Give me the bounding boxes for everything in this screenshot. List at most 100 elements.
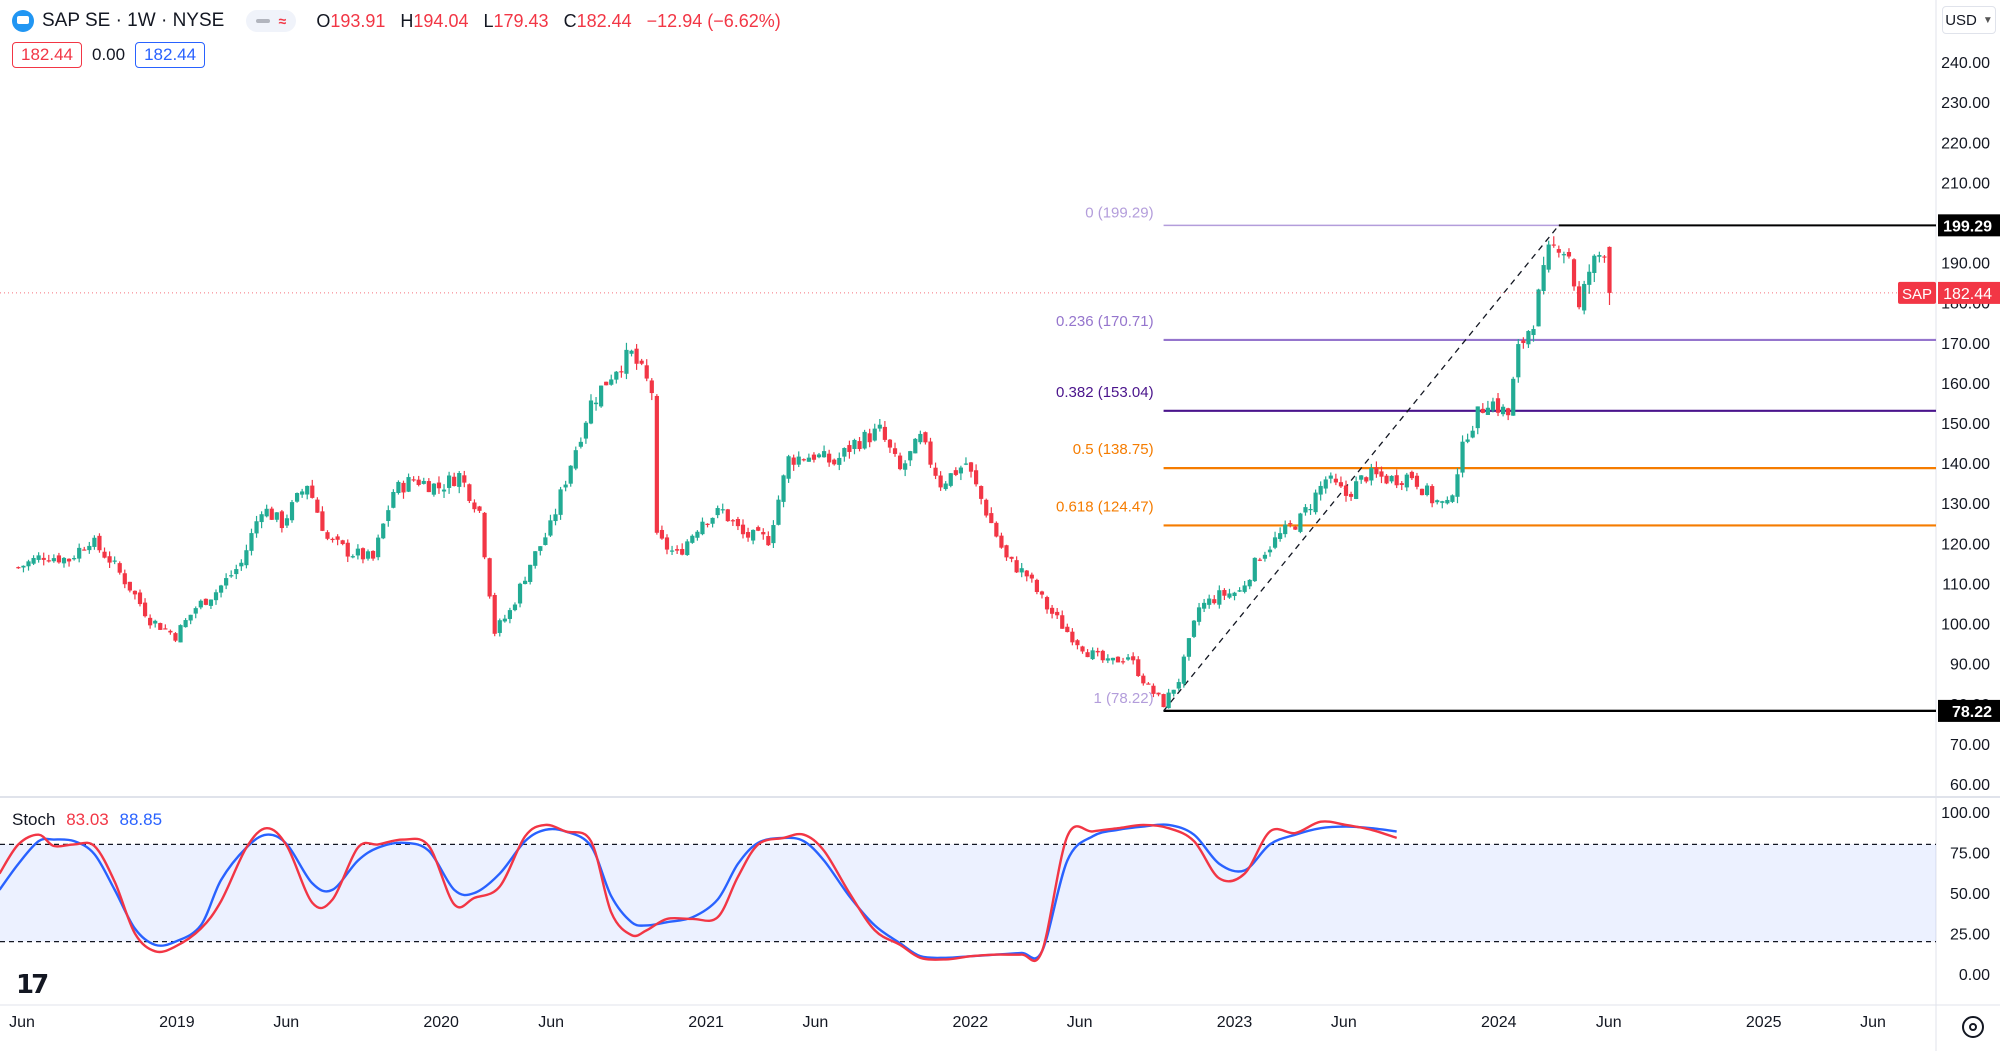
- candle-body: [745, 532, 751, 538]
- candle-body: [1394, 475, 1399, 486]
- candle-body: [1166, 692, 1171, 709]
- stoch-band-fill: [0, 844, 1936, 942]
- candle-body: [558, 489, 563, 515]
- candle-body: [122, 573, 127, 585]
- candle-body: [472, 502, 477, 510]
- candle-body: [563, 484, 568, 488]
- candle-body: [533, 551, 538, 566]
- candle-body: [224, 578, 229, 586]
- candle-body: [1419, 488, 1425, 496]
- symbol-title[interactable]: SAP SE · 1W · NYSE: [42, 10, 225, 31]
- price-tick-label: 130.00: [1941, 496, 1990, 513]
- stoch-tick-label: 75.00: [1950, 846, 1990, 863]
- price-tick-label: 120.00: [1941, 536, 1990, 553]
- low-value: 179.43: [493, 10, 549, 31]
- candle-body: [208, 599, 214, 606]
- time-tick-label: 2021: [688, 1014, 724, 1031]
- price-tick-label: 220.00: [1941, 135, 1990, 152]
- candle-body: [1546, 244, 1551, 270]
- candle-body: [1566, 252, 1572, 257]
- candle-body: [1318, 485, 1323, 495]
- candle-body: [948, 473, 953, 486]
- time-tick-label: Jun: [538, 1014, 564, 1031]
- candle-body: [715, 508, 720, 516]
- candle-body: [1470, 430, 1475, 438]
- candle-body: [1338, 482, 1344, 487]
- time-axis: Jun 2019 Jun 2020 Jun 2021 Jun 2022 Jun 2023 Jun 20…: [9, 1014, 1886, 1031]
- price-tick-label: 230.00: [1941, 95, 1990, 112]
- candle-body: [330, 538, 335, 541]
- candle-body: [391, 492, 396, 508]
- currency-select[interactable]: USD ▼: [1942, 6, 1996, 34]
- price-tick-label: 60.00: [1950, 777, 1990, 794]
- candle-body: [1445, 499, 1450, 504]
- candle-body: [897, 455, 903, 470]
- gear-icon[interactable]: [1962, 1016, 1984, 1038]
- candle-body: [1298, 513, 1303, 532]
- fib-level-label: 0.618 (124.47): [1056, 498, 1154, 515]
- candle-body: [979, 486, 984, 499]
- candle-body: [740, 524, 746, 535]
- candle-body: [229, 575, 234, 577]
- candle-body: [1506, 408, 1511, 416]
- candle-body: [213, 592, 219, 601]
- candle-body: [1511, 378, 1516, 416]
- candle-body: [1095, 650, 1100, 653]
- candle-body: [1080, 646, 1085, 652]
- candle-body: [588, 400, 594, 424]
- market-status-pill[interactable]: ≈: [246, 10, 297, 32]
- candle-body: [127, 581, 132, 591]
- candle-body: [862, 431, 867, 449]
- candle-body: [72, 558, 77, 560]
- candle-body: [132, 590, 138, 595]
- time-tick-label: 2019: [159, 1014, 195, 1031]
- candle-body: [872, 428, 877, 441]
- candle-body: [1359, 475, 1364, 480]
- candle-body: [583, 422, 589, 439]
- candle-body: [401, 482, 406, 493]
- candle-body: [163, 628, 168, 630]
- price-tick-label: 170.00: [1941, 336, 1990, 353]
- sell-button[interactable]: 182.44: [12, 42, 82, 68]
- fib-axis-badge: [1938, 699, 2000, 722]
- candle-body: [107, 556, 112, 563]
- close-label: C: [563, 10, 577, 31]
- candle-body: [1490, 401, 1496, 411]
- candle-body: [1343, 485, 1349, 496]
- candle-body: [153, 620, 158, 624]
- candle-body: [837, 457, 842, 465]
- candle-body: [102, 551, 107, 558]
- fib-level-label: 0.5 (138.75): [1073, 441, 1154, 458]
- last-price-badge: [1938, 281, 2000, 304]
- candle-body: [1024, 570, 1029, 577]
- candle-body: [173, 633, 178, 641]
- candle-body: [1414, 475, 1420, 487]
- tradingview-logo-icon[interactable]: 17: [16, 970, 49, 1000]
- candle-body: [1247, 579, 1252, 587]
- stoch-legend[interactable]: Stoch 83.03 88.85: [12, 810, 162, 830]
- candle-body: [1303, 507, 1308, 513]
- candle-body: [1607, 246, 1612, 293]
- candle-body: [614, 371, 619, 380]
- candle-body: [994, 522, 999, 537]
- candle-body: [284, 518, 290, 526]
- high-value: 194.04: [413, 10, 469, 31]
- candle-body: [1379, 471, 1384, 477]
- candle-body: [446, 475, 452, 488]
- candle-body: [882, 426, 887, 440]
- candle-body: [497, 620, 502, 633]
- price-tick-label: 100.00: [1941, 617, 1990, 634]
- candle-body: [218, 585, 224, 593]
- candle-body: [771, 525, 776, 544]
- fib-trend-line: [1163, 224, 1560, 712]
- candle-body: [705, 523, 710, 525]
- buy-button[interactable]: 182.44: [135, 42, 206, 68]
- candle-body: [700, 521, 705, 535]
- candle-body: [933, 467, 938, 476]
- time-tick-label: 2020: [423, 1014, 459, 1031]
- candle-body: [183, 620, 188, 628]
- candle-body: [1313, 492, 1318, 513]
- candle-body: [137, 592, 143, 605]
- candle-body: [1500, 406, 1506, 415]
